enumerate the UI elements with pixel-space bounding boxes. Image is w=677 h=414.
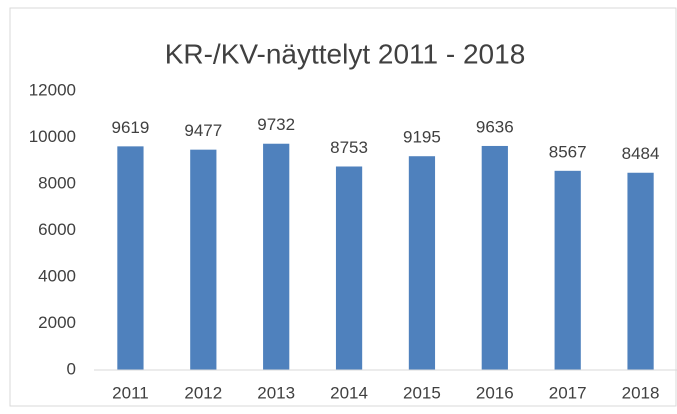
bar: [335, 166, 363, 370]
bar: [554, 170, 581, 370]
y-tick-label: 4000: [38, 266, 76, 285]
y-tick-label: 8000: [38, 173, 76, 192]
x-tick-label: 2014: [330, 383, 368, 402]
y-tick-label: 10000: [29, 127, 76, 146]
x-tick-label: 2017: [549, 383, 587, 402]
data-label: 8753: [330, 138, 368, 157]
y-tick-label: 0: [67, 359, 76, 378]
bar: [190, 149, 217, 370]
data-label: 9477: [184, 121, 222, 140]
data-label: 9636: [476, 117, 514, 136]
data-label: 8567: [549, 142, 587, 161]
data-label: 8484: [622, 144, 660, 163]
x-tick-label: 2011: [112, 383, 149, 402]
x-tick-label: 2015: [403, 383, 441, 402]
data-label: 9619: [112, 118, 150, 137]
bar: [627, 172, 654, 370]
y-tick-label: 2000: [38, 313, 76, 332]
bar: [263, 143, 290, 370]
data-label: 9195: [403, 128, 441, 147]
data-label: 9732: [257, 115, 295, 134]
x-tick-label: 2018: [622, 383, 660, 402]
bar: [408, 156, 436, 370]
chart-title: KR-/KV-näyttelyt 2011 - 2018: [165, 38, 526, 69]
y-tick-label: 6000: [38, 220, 76, 239]
bar: [117, 146, 144, 370]
x-tick-label: 2016: [476, 383, 514, 402]
x-tick-label: 2013: [257, 383, 295, 402]
y-tick-label: 12000: [29, 80, 76, 99]
bar: [481, 145, 508, 370]
x-tick-label: 2012: [184, 383, 222, 402]
